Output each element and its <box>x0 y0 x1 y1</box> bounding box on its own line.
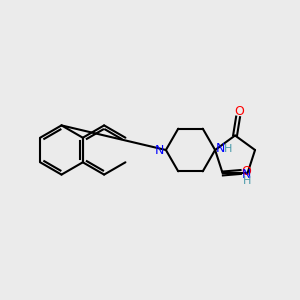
Text: H: H <box>243 176 251 186</box>
Text: H: H <box>224 143 232 154</box>
Text: O: O <box>234 105 244 118</box>
Text: N: N <box>242 169 251 182</box>
Text: O: O <box>241 166 251 178</box>
Text: N: N <box>216 142 225 155</box>
Text: N: N <box>155 143 165 157</box>
